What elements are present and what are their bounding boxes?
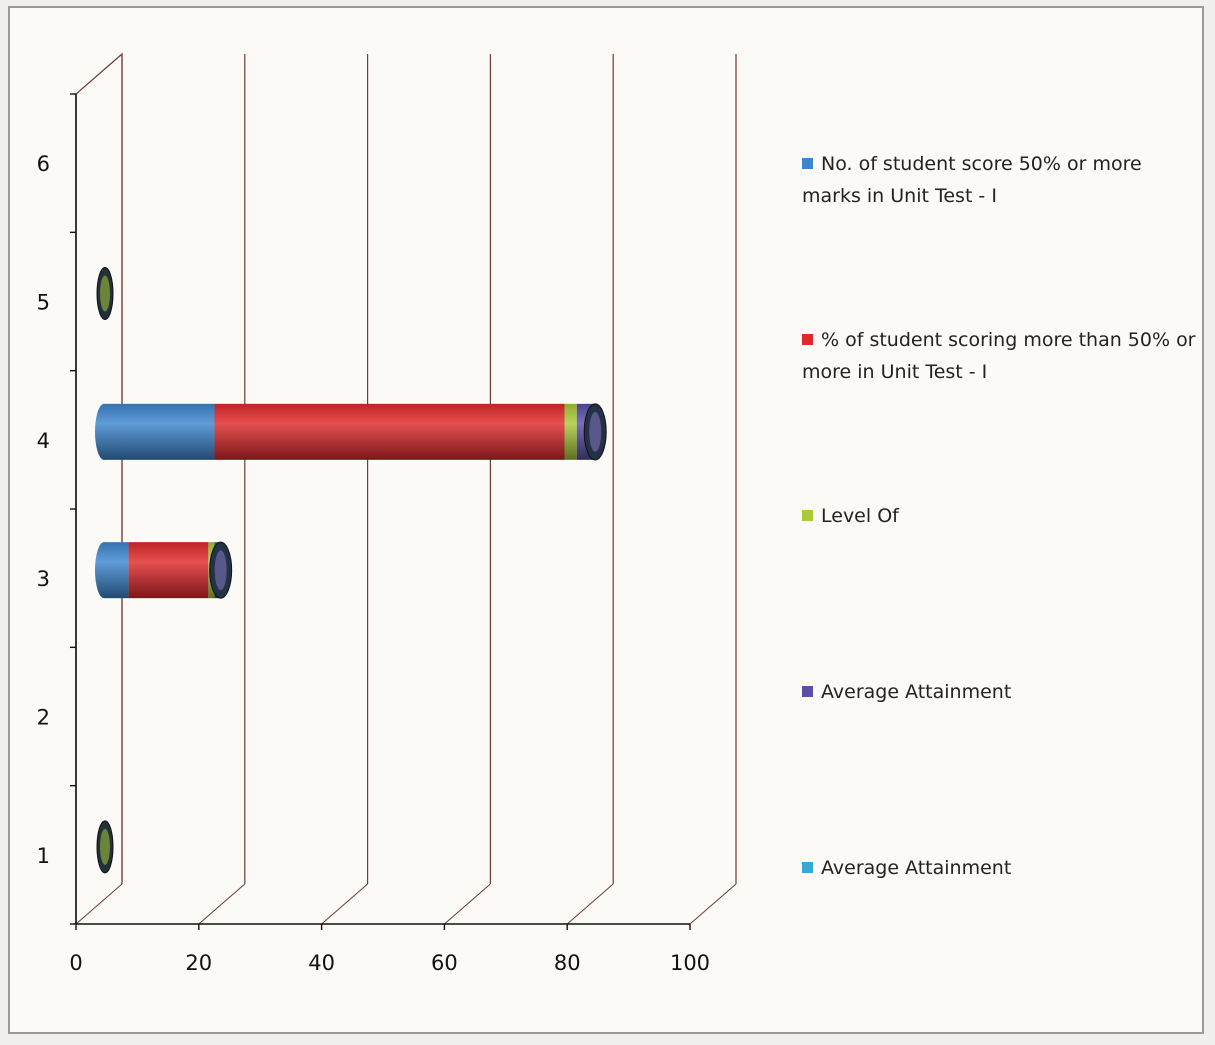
chart-bars	[95, 267, 607, 874]
side-wall	[75, 52, 123, 924]
x-tick-label: 60	[431, 951, 458, 975]
legend-swatch-1	[802, 158, 813, 169]
x-tick-label: 40	[308, 951, 335, 975]
legend-item-2: % of student scoring more than 50% or mo…	[802, 324, 1202, 388]
y-tick-label: 4	[37, 429, 50, 453]
bar-segment	[128, 542, 209, 599]
legend-label-1: No. of student score 50% or more marks i…	[802, 153, 1142, 207]
bar-cap-inner	[100, 828, 110, 865]
floor-gridline	[321, 883, 368, 925]
x-tick-label: 0	[69, 951, 82, 975]
floor-gridline	[198, 883, 246, 925]
y-tick-label: 2	[37, 706, 50, 730]
y-tick-label: 1	[37, 844, 50, 868]
legend-label-2: % of student scoring more than 50% or mo…	[802, 329, 1196, 383]
legend-swatch-5	[802, 862, 813, 873]
floor-gridline	[566, 883, 614, 925]
x-tick-label: 100	[670, 951, 710, 975]
bar-cap-inner	[214, 550, 227, 591]
bar-segment	[104, 403, 215, 460]
legend-item-4: Average Attainment	[802, 676, 1202, 708]
chart-frame: 1 2 3 4 5 6 0 20 40 60 80 100 No. of student score …	[8, 6, 1204, 1034]
legend-item-3: Level Of	[802, 500, 1202, 532]
y-tick-label: 6	[37, 152, 50, 176]
floor-gridline	[75, 883, 123, 925]
floor-gridline	[689, 883, 737, 925]
y-tick-label: 5	[37, 291, 50, 315]
legend-label-4: Average Attainment	[821, 681, 1012, 703]
legend-swatch-3	[802, 510, 813, 521]
legend-swatch-2	[802, 334, 813, 345]
legend-item-5: Average Attainment	[802, 852, 1202, 884]
legend-label-3: Level Of	[821, 505, 899, 527]
bar-start-cap	[95, 542, 113, 599]
bar-segment	[214, 403, 565, 460]
bar-segment	[564, 403, 577, 460]
x-tick-label: 80	[554, 951, 581, 975]
legend-label-5: Average Attainment	[821, 857, 1012, 879]
x-tick-label: 20	[185, 951, 212, 975]
legend-swatch-4	[802, 686, 813, 697]
chart-walls	[75, 52, 737, 925]
bar-cap-inner	[589, 411, 602, 452]
y-tick-label: 3	[37, 567, 50, 591]
bar-start-cap	[95, 403, 113, 460]
floor-gridline	[444, 883, 491, 925]
legend-item-1: No. of student score 50% or more marks i…	[802, 148, 1202, 212]
bar-cap-inner	[100, 275, 110, 312]
